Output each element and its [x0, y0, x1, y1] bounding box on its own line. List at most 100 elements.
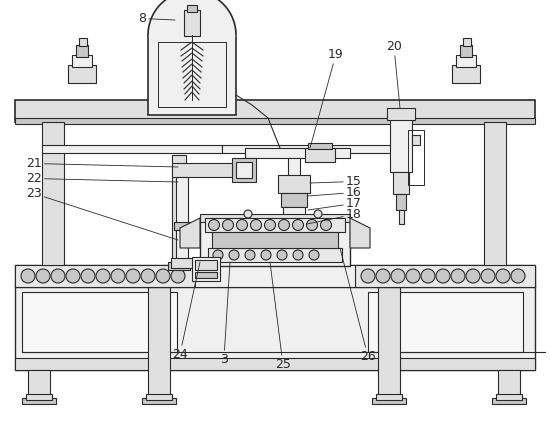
Bar — [412, 135, 420, 145]
Bar — [463, 38, 471, 46]
Text: 19: 19 — [310, 48, 344, 148]
Text: 17: 17 — [308, 197, 362, 210]
Bar — [355, 265, 535, 287]
Bar — [142, 398, 176, 404]
Bar — [281, 193, 307, 207]
Bar — [456, 55, 476, 67]
Circle shape — [126, 269, 140, 283]
Bar — [205, 218, 345, 232]
Bar — [399, 210, 404, 224]
Bar — [232, 158, 256, 182]
Bar — [28, 370, 50, 402]
Bar — [148, 285, 170, 400]
Bar — [172, 155, 186, 267]
Circle shape — [36, 269, 50, 283]
Bar — [376, 394, 402, 400]
Text: 18: 18 — [307, 208, 362, 224]
Bar — [195, 260, 217, 270]
Circle shape — [496, 269, 510, 283]
Circle shape — [21, 269, 35, 283]
Circle shape — [309, 250, 319, 260]
Text: 16: 16 — [308, 186, 362, 199]
Bar — [172, 163, 240, 177]
Circle shape — [421, 269, 435, 283]
Bar — [396, 194, 406, 210]
Bar — [168, 262, 190, 270]
Bar — [79, 38, 87, 46]
Bar — [498, 370, 520, 402]
Circle shape — [223, 219, 234, 230]
Bar — [76, 45, 88, 57]
Circle shape — [511, 269, 525, 283]
Bar — [308, 143, 332, 149]
Bar — [195, 272, 217, 278]
Bar — [408, 130, 424, 185]
Text: 21: 21 — [26, 157, 178, 170]
Bar — [200, 214, 350, 222]
Text: 20: 20 — [386, 40, 402, 108]
Bar — [15, 265, 195, 287]
Bar — [305, 148, 335, 162]
Text: 24: 24 — [172, 262, 200, 361]
Bar — [15, 265, 535, 287]
Bar — [452, 65, 480, 83]
Circle shape — [277, 250, 287, 260]
Bar — [492, 398, 526, 404]
Bar — [283, 207, 305, 221]
Circle shape — [245, 250, 255, 260]
Circle shape — [265, 219, 276, 230]
Circle shape — [314, 210, 322, 218]
Text: 26: 26 — [340, 248, 376, 363]
Circle shape — [208, 219, 219, 230]
Bar — [15, 100, 535, 122]
Bar — [15, 285, 535, 370]
Circle shape — [141, 269, 155, 283]
Bar — [158, 42, 226, 107]
Text: 3: 3 — [220, 262, 230, 366]
Circle shape — [451, 269, 465, 283]
Bar — [387, 108, 415, 120]
Circle shape — [406, 269, 420, 283]
Bar — [148, 35, 236, 115]
Polygon shape — [180, 218, 200, 248]
Bar — [484, 122, 506, 265]
Bar — [372, 398, 406, 404]
Circle shape — [51, 269, 65, 283]
Text: 15: 15 — [310, 175, 362, 188]
Bar — [22, 398, 56, 404]
Bar — [15, 118, 535, 124]
Circle shape — [321, 219, 332, 230]
Bar — [146, 394, 172, 400]
Bar — [184, 10, 200, 36]
Bar — [42, 145, 222, 153]
Bar — [72, 55, 92, 67]
Bar — [15, 358, 535, 370]
Circle shape — [306, 219, 317, 230]
Bar — [174, 222, 190, 230]
Bar — [42, 122, 64, 265]
Bar — [192, 257, 220, 281]
Circle shape — [156, 269, 170, 283]
Text: 25: 25 — [270, 262, 291, 371]
Bar — [212, 232, 338, 248]
Bar — [291, 237, 297, 245]
Bar — [278, 175, 310, 193]
Bar — [176, 230, 188, 262]
Text: 22: 22 — [26, 172, 178, 185]
Circle shape — [278, 219, 289, 230]
Circle shape — [171, 269, 185, 283]
Polygon shape — [350, 218, 370, 248]
Circle shape — [96, 269, 110, 283]
Circle shape — [466, 269, 480, 283]
Circle shape — [293, 219, 304, 230]
Bar — [368, 292, 523, 352]
Circle shape — [81, 269, 95, 283]
Circle shape — [66, 269, 80, 283]
Bar — [460, 45, 472, 57]
Circle shape — [111, 269, 125, 283]
Bar — [245, 148, 350, 158]
Circle shape — [391, 269, 405, 283]
Circle shape — [436, 269, 450, 283]
Bar — [195, 265, 355, 287]
Circle shape — [293, 250, 303, 260]
